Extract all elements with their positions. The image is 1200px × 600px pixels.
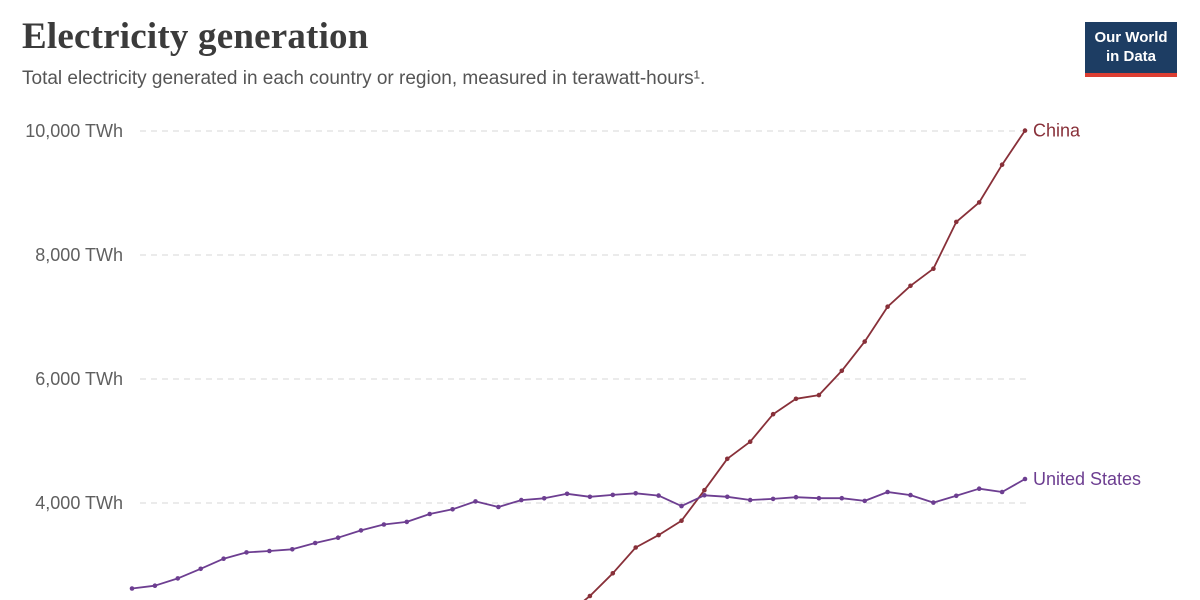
data-point-united-states [954,493,959,499]
data-point-united-states [587,494,593,500]
data-point-united-states [633,491,638,496]
chart-subtitle: Total electricity generated in each coun… [22,67,706,89]
data-point-china [999,162,1005,167]
data-point-united-states [725,494,730,500]
data-point-united-states [747,497,753,503]
data-point-china [954,219,959,225]
data-point-china [770,411,776,417]
data-point-united-states [496,504,501,510]
data-point-united-states [519,497,524,503]
data-point-united-states [381,522,387,527]
data-point-united-states [290,547,295,552]
data-point-united-states [129,586,135,591]
series-line-united-states [131,478,1026,590]
data-point-united-states [862,498,867,504]
data-point-united-states [999,489,1005,495]
data-point-china [747,439,753,445]
y-tick-label: 8,000 TWh [35,245,123,265]
series-label-china[interactable]: China [1033,121,1081,141]
chart-header: Electricity generation Total electricity… [22,16,705,91]
data-point-united-states [473,499,478,504]
data-point-united-states [679,503,684,509]
data-point-china [816,392,822,398]
series-label-united-states[interactable]: United States [1033,469,1141,489]
data-point-united-states [908,492,913,498]
data-point-united-states [450,507,455,512]
data-point-china [656,532,661,538]
owid-logo-line1: Our World [1094,29,1168,46]
data-point-china [702,487,707,493]
data-point-united-states [656,493,661,498]
data-point-china [1022,128,1028,133]
data-point-united-states [312,540,318,546]
data-point-united-states [221,556,226,561]
data-point-united-states [610,492,616,498]
data-point-china [587,593,593,599]
chart-title: Electricity generation [22,16,369,57]
data-point-china [931,266,936,272]
data-point-united-states [335,535,341,540]
data-point-united-states [770,496,776,502]
data-point-united-states [198,566,203,572]
data-point-united-states [541,496,547,501]
owid-logo-line2: in Data [1105,47,1156,65]
data-point-united-states [564,491,570,497]
data-point-united-states [244,550,249,555]
data-point-united-states [1022,476,1028,482]
data-point-china [908,283,913,289]
data-point-china [679,518,684,523]
data-point-united-states [793,494,799,500]
data-point-united-states [702,493,707,498]
owid-logo[interactable]: Our World in Data [1085,22,1177,77]
data-point-united-states [931,500,936,505]
data-point-china [633,545,638,550]
data-point-china [976,200,982,205]
data-point-united-states [885,489,890,495]
y-tick-label: 6,000 TWh [35,369,123,389]
data-point-china [885,304,890,310]
data-point-china [862,339,867,344]
data-point-united-states [839,495,845,501]
data-point-united-states [976,486,982,492]
y-tick-label: 4,000 TWh [35,493,123,513]
data-point-china [610,571,616,576]
data-point-united-states [267,548,272,554]
data-point-united-states [427,511,433,517]
data-point-china [725,456,730,462]
data-point-china [839,368,845,374]
data-point-united-states [152,583,158,588]
data-point-united-states [404,519,410,525]
data-point-united-states [358,528,364,533]
data-point-united-states [175,576,181,581]
data-point-united-states [816,495,822,501]
series-line-china [583,129,1026,600]
data-point-china [793,396,799,402]
y-tick-label: 10,000 TWh [25,121,123,141]
